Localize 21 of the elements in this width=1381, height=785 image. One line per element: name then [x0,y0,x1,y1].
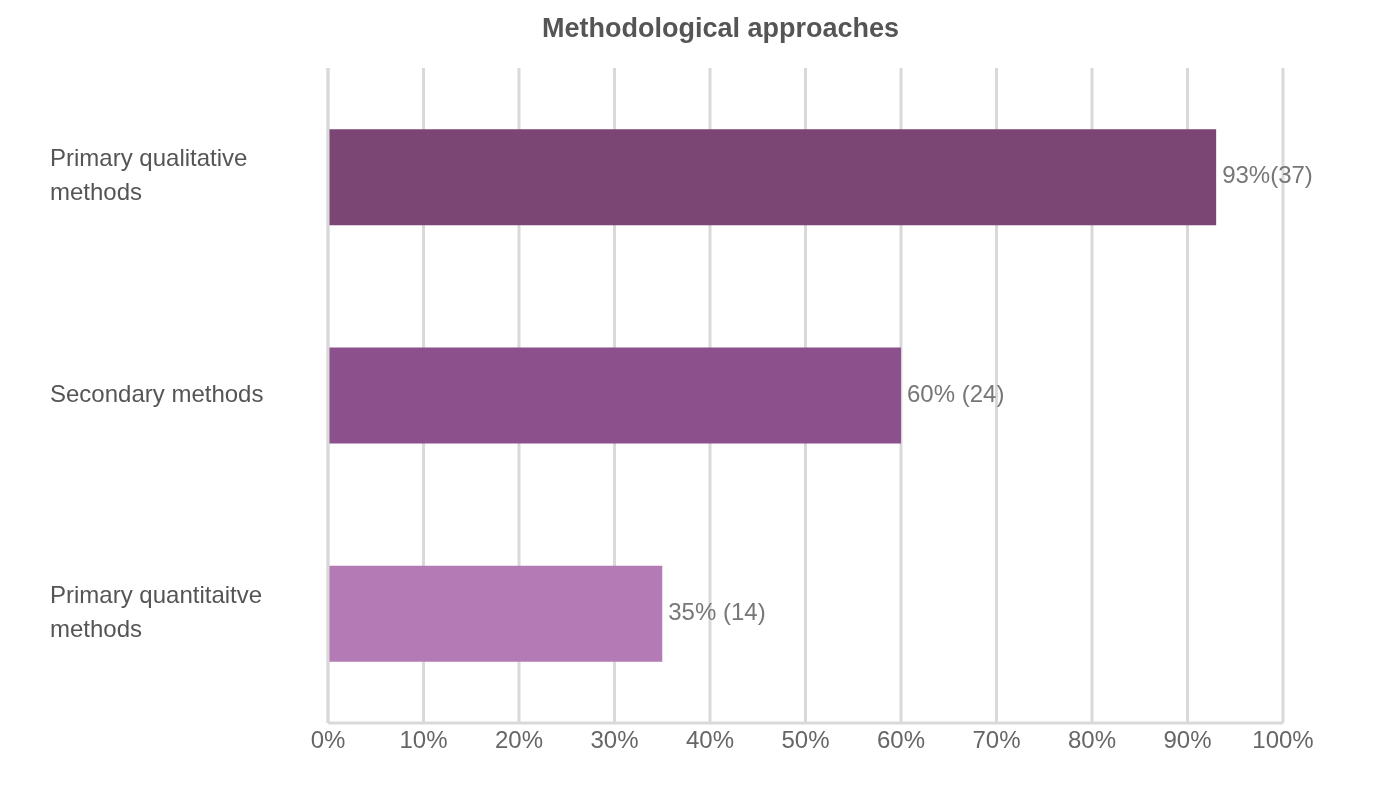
x-tick-label: 70% [972,726,1021,754]
x-tick-label: 90% [1163,726,1212,754]
x-tick-label: 40% [685,726,735,754]
y-tick-label: Primary quantitaitve methods [50,581,263,643]
x-tick-label: 10% [399,726,448,754]
x-tick-label: 30% [590,726,639,754]
bar [328,565,663,662]
x-tick-label: 50% [781,726,830,754]
x-tick-label: 100% [1252,726,1314,754]
x-tick-label: 60% [876,726,926,754]
data-label: 60% (24) [907,379,1005,407]
data-label: 35% (14) [668,598,766,626]
x-tick-label: 0% [310,726,346,754]
data-label: 93%(37) [1222,161,1313,189]
y-tick-label: Secondary methods [50,379,264,407]
chart-title: Methodological approaches [540,12,901,45]
bar [328,129,1217,226]
x-tick-label: 80% [1067,726,1117,754]
bar [328,347,901,444]
y-tick-label: Primary qualitative methods [50,144,248,206]
x-tick-label: 20% [494,726,544,754]
